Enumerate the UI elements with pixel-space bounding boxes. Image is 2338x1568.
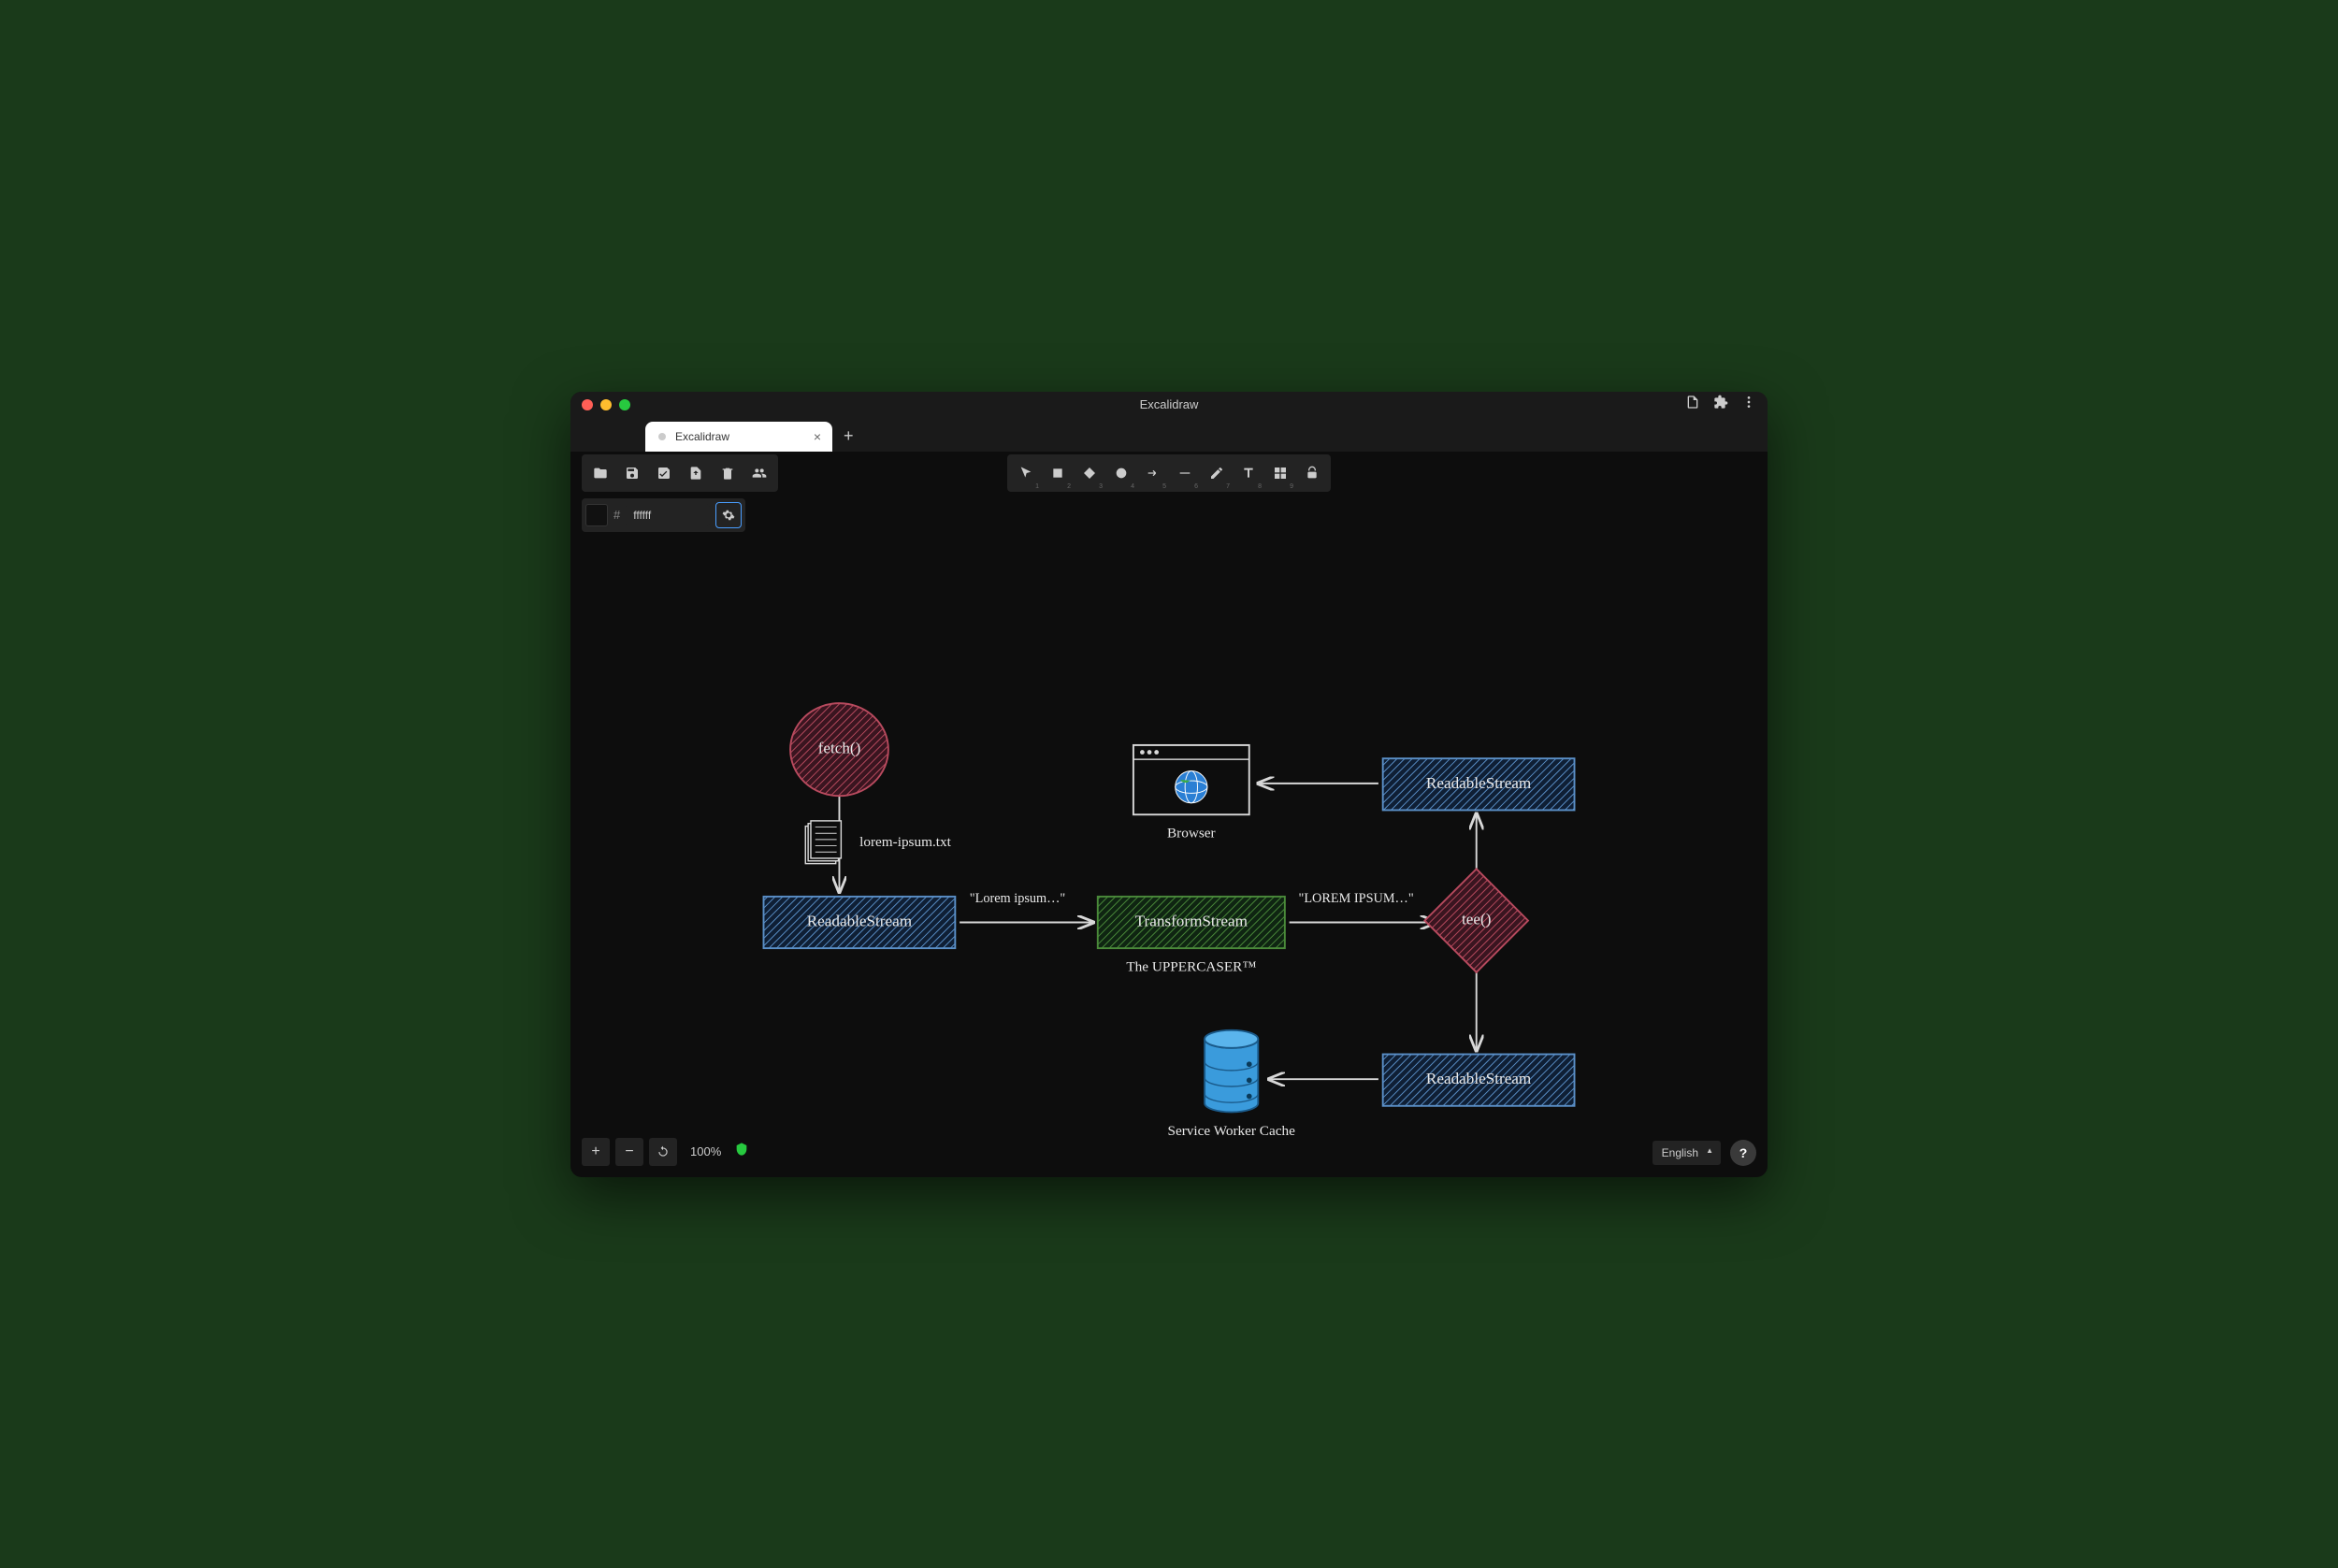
app-window: Excalidraw Excalidraw × + 1 2 3 4 — [570, 392, 1768, 1177]
delete-button[interactable] — [713, 458, 743, 488]
diagram: "Lorem ipsum…" "LOREM IPSUM…" fetch() Reada… — [570, 536, 1768, 1177]
bottom-right-controls: English ? — [1652, 1140, 1756, 1166]
open-button[interactable] — [585, 458, 615, 488]
lock-tool[interactable] — [1297, 458, 1327, 488]
tab-favicon-icon — [657, 431, 668, 442]
ellipse-tool[interactable]: 4 — [1106, 458, 1136, 488]
help-button[interactable]: ? — [1730, 1140, 1756, 1166]
svg-text:Service Worker Cache: Service Worker Cache — [1167, 1122, 1295, 1138]
svg-text:"Lorem ipsum…": "Lorem ipsum…" — [970, 891, 1066, 906]
zoom-reset-button[interactable] — [649, 1138, 677, 1166]
svg-text:fetch(): fetch() — [818, 739, 861, 756]
tab-close-button[interactable]: × — [814, 429, 821, 444]
language-select[interactable]: English — [1652, 1141, 1721, 1165]
tab-label: Excalidraw — [675, 430, 729, 443]
maximize-window-button[interactable] — [619, 399, 630, 410]
library-tool[interactable]: 9 — [1265, 458, 1295, 488]
zoom-in-button[interactable]: + — [582, 1138, 610, 1166]
tabbar: Excalidraw × + — [570, 418, 1768, 452]
browser-tab[interactable]: Excalidraw × — [645, 422, 832, 452]
new-tab-button[interactable]: + — [844, 426, 854, 446]
select-tool[interactable]: 1 — [1011, 458, 1041, 488]
line-tool[interactable]: 6 — [1170, 458, 1200, 488]
drawing-canvas[interactable]: "Lorem ipsum…" "LOREM IPSUM…" fetch() Reada… — [570, 536, 1768, 1177]
draw-tool[interactable]: 7 — [1202, 458, 1232, 488]
collaborate-button[interactable] — [744, 458, 774, 488]
color-hex-input[interactable] — [626, 504, 710, 526]
svg-text:lorem-ipsum.txt: lorem-ipsum.txt — [859, 834, 952, 850]
shape-toolbar-group: 1 2 3 4 5 6 7 8 9 — [1007, 454, 1331, 492]
minimize-window-button[interactable] — [600, 399, 612, 410]
svg-text:ReadableStream: ReadableStream — [1426, 773, 1532, 791]
save-as-button[interactable] — [649, 458, 679, 488]
document-icon[interactable] — [1685, 395, 1700, 414]
hash-label: # — [613, 508, 620, 522]
window-title: Excalidraw — [1140, 397, 1199, 411]
language-label: English — [1662, 1146, 1698, 1159]
close-window-button[interactable] — [582, 399, 593, 410]
traffic-lights — [582, 399, 630, 410]
zoom-controls: + − 100% — [582, 1138, 749, 1166]
svg-text:"LOREM IPSUM…": "LOREM IPSUM…" — [1299, 891, 1414, 906]
svg-text:Browser: Browser — [1167, 825, 1216, 841]
svg-text:tee(): tee() — [1462, 910, 1491, 928]
more-icon[interactable] — [1741, 395, 1756, 414]
background-color-swatch[interactable] — [585, 504, 608, 526]
color-picker-row: # — [570, 495, 1768, 536]
zoom-level-label: 100% — [683, 1144, 729, 1158]
svg-text:ReadableStream: ReadableStream — [807, 912, 913, 929]
app-toolbar: 1 2 3 4 5 6 7 8 9 — [570, 452, 1768, 495]
rectangle-tool[interactable]: 2 — [1043, 458, 1073, 488]
shield-icon — [734, 1142, 749, 1161]
zoom-out-button[interactable]: − — [615, 1138, 643, 1166]
titlebar: Excalidraw — [570, 392, 1768, 418]
extension-icon[interactable] — [1713, 395, 1728, 414]
svg-text:ReadableStream: ReadableStream — [1426, 1070, 1532, 1087]
canvas-settings-button[interactable] — [715, 502, 742, 528]
svg-text:The UPPERCASER™: The UPPERCASER™ — [1126, 958, 1256, 974]
text-tool[interactable]: 8 — [1234, 458, 1263, 488]
file-toolbar-group — [582, 454, 778, 492]
export-button[interactable] — [681, 458, 711, 488]
svg-text:TransformStream: TransformStream — [1135, 912, 1248, 929]
arrow-tool[interactable]: 5 — [1138, 458, 1168, 488]
save-button[interactable] — [617, 458, 647, 488]
diamond-tool[interactable]: 3 — [1075, 458, 1104, 488]
